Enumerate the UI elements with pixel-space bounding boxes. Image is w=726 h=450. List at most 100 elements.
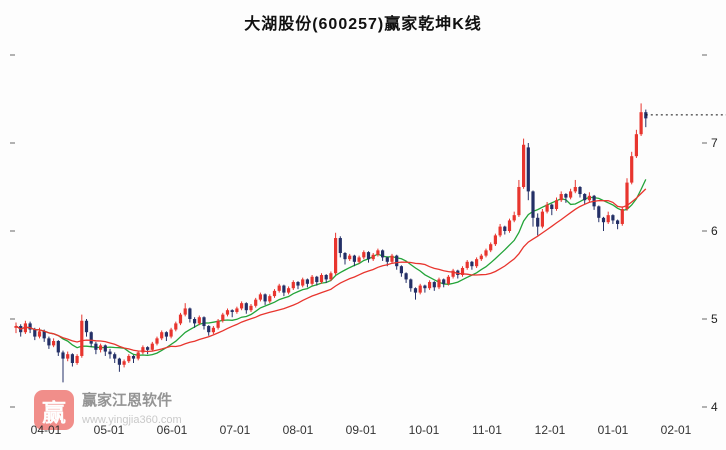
x-axis: 04-01 05-01 06-01 07-01 08-01 09-01 10-01 11-01… bbox=[0, 423, 726, 443]
candlestick bbox=[507, 218, 512, 233]
candlestick bbox=[451, 268, 455, 279]
x-axis-label: 04-01 bbox=[30, 423, 62, 437]
candlestick bbox=[113, 352, 117, 363]
candlestick bbox=[371, 253, 375, 261]
candlestick bbox=[216, 319, 220, 330]
candlestick bbox=[390, 253, 394, 264]
candlestick bbox=[70, 353, 74, 367]
candlestick bbox=[616, 219, 620, 230]
candlestick bbox=[343, 252, 347, 265]
candlestick bbox=[136, 350, 140, 361]
candlestick bbox=[526, 143, 530, 201]
candlestick bbox=[84, 319, 89, 337]
candlestick bbox=[291, 280, 295, 290]
candlestick bbox=[319, 273, 324, 284]
y-axis-label: 4 bbox=[711, 400, 718, 414]
candlestick bbox=[258, 292, 262, 302]
candlestick bbox=[348, 253, 352, 261]
candlestick bbox=[324, 274, 328, 283]
candlestick bbox=[423, 284, 427, 293]
candlestick bbox=[287, 286, 291, 295]
candlestick bbox=[564, 193, 568, 203]
candlestick bbox=[376, 248, 380, 257]
candlestick bbox=[512, 211, 516, 223]
candlestick bbox=[174, 321, 178, 332]
watermark: 赢 赢家江恩软件 www.yingjia360.com bbox=[34, 390, 182, 430]
yingjia-logo-icon: 赢 bbox=[34, 390, 74, 430]
x-axis-label: 11-01 bbox=[472, 423, 502, 437]
candlestick bbox=[522, 138, 526, 189]
candlestick bbox=[305, 278, 309, 288]
candlestick bbox=[117, 357, 121, 372]
candlestick bbox=[489, 242, 493, 253]
x-axis-label: 10-01 bbox=[408, 423, 440, 437]
candlestick bbox=[249, 304, 253, 312]
candlestick bbox=[193, 317, 197, 328]
candlestick bbox=[94, 341, 98, 355]
candlestick bbox=[611, 214, 615, 224]
x-axis-label: 02-01 bbox=[660, 423, 692, 437]
candlestick bbox=[254, 297, 258, 308]
candlestick bbox=[479, 253, 483, 261]
candlestick bbox=[583, 193, 587, 205]
candlestick bbox=[587, 192, 591, 202]
x-axis-label: 09-01 bbox=[345, 423, 377, 437]
candlestick bbox=[188, 307, 192, 323]
candlestick bbox=[146, 346, 150, 355]
candlestick bbox=[620, 206, 624, 226]
candlestick bbox=[235, 306, 239, 314]
candlestick bbox=[122, 359, 126, 368]
candlestick bbox=[442, 278, 446, 288]
candlestick bbox=[178, 312, 183, 326]
x-axis-label: 12-01 bbox=[534, 423, 566, 437]
candlestick bbox=[592, 194, 596, 210]
candlestick bbox=[141, 345, 145, 355]
candlestick bbox=[169, 327, 173, 339]
candlestick bbox=[52, 338, 56, 348]
candlestick bbox=[56, 340, 60, 356]
watermark-url: www.yingjia360.com bbox=[82, 414, 182, 426]
candlestick bbox=[540, 209, 544, 229]
candlestick bbox=[103, 344, 107, 356]
candlestick bbox=[301, 277, 305, 288]
x-axis-label: 07-01 bbox=[219, 423, 251, 437]
candlestick bbox=[329, 271, 333, 282]
candlestick bbox=[428, 280, 432, 290]
candlestick bbox=[357, 255, 361, 264]
candlestick bbox=[630, 151, 634, 185]
candlestick bbox=[225, 308, 230, 317]
candlestick bbox=[108, 348, 112, 359]
candlestick bbox=[150, 341, 154, 352]
x-axis-label: 05-01 bbox=[93, 423, 125, 437]
candlestick bbox=[413, 287, 418, 300]
candlestick bbox=[569, 188, 573, 200]
y-axis-label: 7 bbox=[711, 136, 718, 150]
candlestick bbox=[606, 211, 610, 224]
candlestick bbox=[310, 275, 314, 286]
candlestick bbox=[484, 248, 488, 258]
candlestick bbox=[399, 265, 403, 277]
candlestick bbox=[536, 213, 540, 236]
candlestick bbox=[75, 354, 79, 365]
candlestick bbox=[89, 331, 93, 348]
candlestick bbox=[639, 103, 643, 136]
logo-glyph: 赢 bbox=[42, 399, 66, 427]
candlestick bbox=[240, 301, 244, 311]
candlestick bbox=[202, 316, 206, 330]
candlestick bbox=[362, 250, 366, 260]
candlestick bbox=[493, 233, 497, 246]
candlestick bbox=[404, 272, 408, 283]
x-axis-label: 08-01 bbox=[282, 423, 314, 437]
candlestick bbox=[644, 109, 648, 128]
candlestick bbox=[211, 326, 215, 334]
candlestick bbox=[381, 249, 385, 261]
y-axis-label: 6 bbox=[711, 224, 718, 238]
x-axis-label: 06-01 bbox=[156, 423, 188, 437]
candlestick bbox=[131, 355, 136, 363]
candlestick bbox=[155, 336, 159, 346]
candlestick bbox=[418, 283, 422, 295]
x-axis-label: 01-01 bbox=[597, 423, 629, 437]
candlestick bbox=[366, 251, 371, 263]
candlestick bbox=[550, 203, 554, 216]
